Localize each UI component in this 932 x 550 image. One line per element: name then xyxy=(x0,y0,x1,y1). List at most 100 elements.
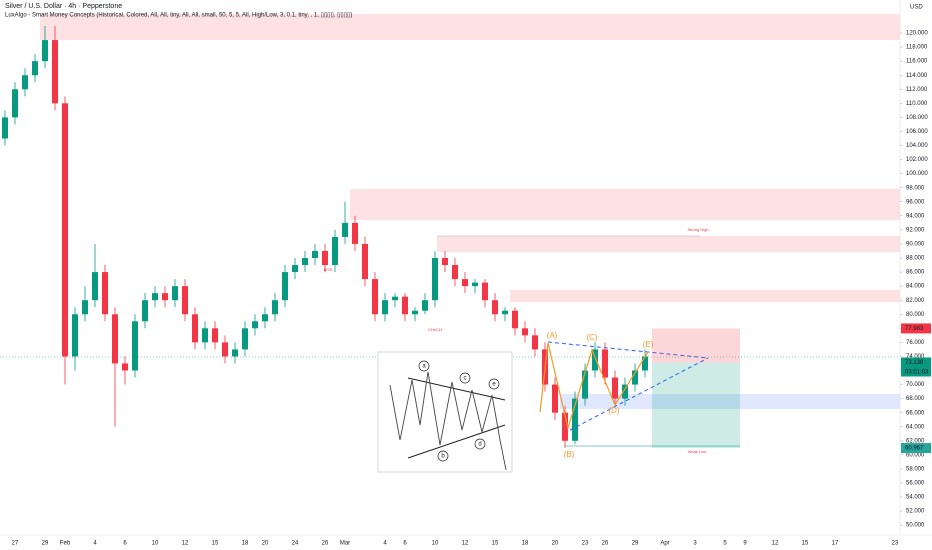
annotation: Weak Low xyxy=(688,449,707,454)
candle-body xyxy=(172,286,178,301)
candle-body xyxy=(562,412,568,441)
candle-body xyxy=(102,272,108,315)
x-tick-label: 9 xyxy=(743,541,747,547)
candle-body xyxy=(392,296,398,301)
candle-body xyxy=(622,384,628,399)
y-tick-label: 104.000 xyxy=(906,143,928,149)
candle-body xyxy=(522,328,528,336)
triangle-line xyxy=(547,341,709,359)
y-tick-label: 56.000 xyxy=(906,481,925,487)
inset-label: d xyxy=(478,442,481,448)
candle-body xyxy=(492,300,498,315)
candle-body xyxy=(552,384,558,413)
y-tick-label: 94.000 xyxy=(906,213,925,219)
x-tick-label: 24 xyxy=(292,541,299,547)
wave-label: (A) xyxy=(547,331,558,340)
countdown-bg xyxy=(901,367,931,377)
inset-marker xyxy=(459,372,471,384)
candle-body xyxy=(432,258,438,301)
candle-body xyxy=(442,258,448,266)
supply-zone xyxy=(437,236,900,252)
y-tick-label: 86.000 xyxy=(906,270,925,276)
candle-body xyxy=(82,300,88,315)
x-tick-label: 27 xyxy=(12,541,19,547)
candle-body xyxy=(572,398,578,441)
x-tick-label: 23 xyxy=(582,541,589,547)
candle-body xyxy=(22,75,28,90)
y-tick-label: 88.000 xyxy=(906,256,925,262)
candle-body xyxy=(52,40,58,104)
x-tick-label: 3 xyxy=(693,541,697,547)
candle-body xyxy=(372,279,378,315)
wave-path xyxy=(539,342,649,431)
supply-zone xyxy=(510,290,900,302)
y-tick-label: 68.000 xyxy=(906,396,925,402)
inset-line xyxy=(407,377,506,401)
candle-body xyxy=(452,265,458,280)
candle-body xyxy=(472,282,478,287)
candle-body xyxy=(502,310,508,315)
candle-body xyxy=(382,300,388,315)
inset-label: b xyxy=(441,454,445,460)
y-tick-label: 118.000 xyxy=(906,45,928,51)
candle-body xyxy=(422,300,428,311)
y-tick-label: 106.000 xyxy=(906,129,928,135)
x-tick-label: 12 xyxy=(462,541,469,547)
inset-line xyxy=(407,424,506,459)
x-tick-label: 12 xyxy=(182,541,189,547)
candle-body xyxy=(2,117,8,139)
candle-body xyxy=(462,279,468,287)
candle-body xyxy=(642,356,648,371)
inset-label: a xyxy=(422,364,426,370)
candle-body xyxy=(612,377,618,399)
candle-body xyxy=(312,250,318,259)
candle-body xyxy=(332,236,338,266)
y-tick-label: 52.000 xyxy=(906,509,925,515)
y-tick-label: 54.000 xyxy=(906,495,925,501)
candle-body xyxy=(362,243,368,280)
overlay: (A) (B) (C) (D) (E) CHoCH BOS Strong Hig… xyxy=(324,227,709,459)
candle-body xyxy=(602,349,608,378)
supply-zone xyxy=(350,189,900,220)
candle-body xyxy=(72,314,78,357)
candle-body xyxy=(632,370,638,385)
candle-body xyxy=(512,310,518,329)
x-tick-label: 29 xyxy=(632,541,639,547)
y-tick-label: 108.000 xyxy=(906,115,928,121)
x-tick-label: 5 xyxy=(723,541,727,547)
candle-body xyxy=(342,222,348,237)
y-tick-label: 58.000 xyxy=(906,466,925,472)
candle-body xyxy=(412,310,418,315)
candle-body xyxy=(282,272,288,301)
x-tick-label: 20 xyxy=(552,541,559,547)
annotation: BOS xyxy=(324,267,333,272)
candle-body xyxy=(62,103,68,357)
candle-body xyxy=(132,321,138,371)
wave-label: (D) xyxy=(608,406,619,415)
y-tick-label: 82.000 xyxy=(906,298,925,304)
x-tick-label: 6 xyxy=(403,541,407,547)
wave-label: (C) xyxy=(586,333,597,342)
x-tick-label: 12 xyxy=(772,541,779,547)
x-tick-label: 10 xyxy=(152,541,159,547)
x-tick-label: 26 xyxy=(322,541,329,547)
position-tool xyxy=(652,328,740,449)
candle-body xyxy=(142,300,148,322)
inset-marker xyxy=(418,360,430,372)
candle-body xyxy=(92,272,98,301)
y-tick-label: 80.000 xyxy=(906,312,925,318)
x-tick-label: 4 xyxy=(383,541,387,547)
y-tick-label: 96.000 xyxy=(906,199,925,205)
candle-body xyxy=(292,265,298,273)
demand-zone xyxy=(560,394,900,409)
supply-zone xyxy=(40,14,900,40)
price-tag xyxy=(901,323,931,334)
candle-body xyxy=(262,314,268,322)
x-tick-label: 4 xyxy=(93,541,97,547)
y-tick-label: 114.000 xyxy=(906,73,928,79)
annotation: Strong High xyxy=(687,227,708,232)
x-tick-label: 10 xyxy=(432,541,439,547)
candle-body xyxy=(302,258,308,266)
candle-body xyxy=(482,282,488,301)
price-tag-label: 60.967 xyxy=(905,446,924,452)
